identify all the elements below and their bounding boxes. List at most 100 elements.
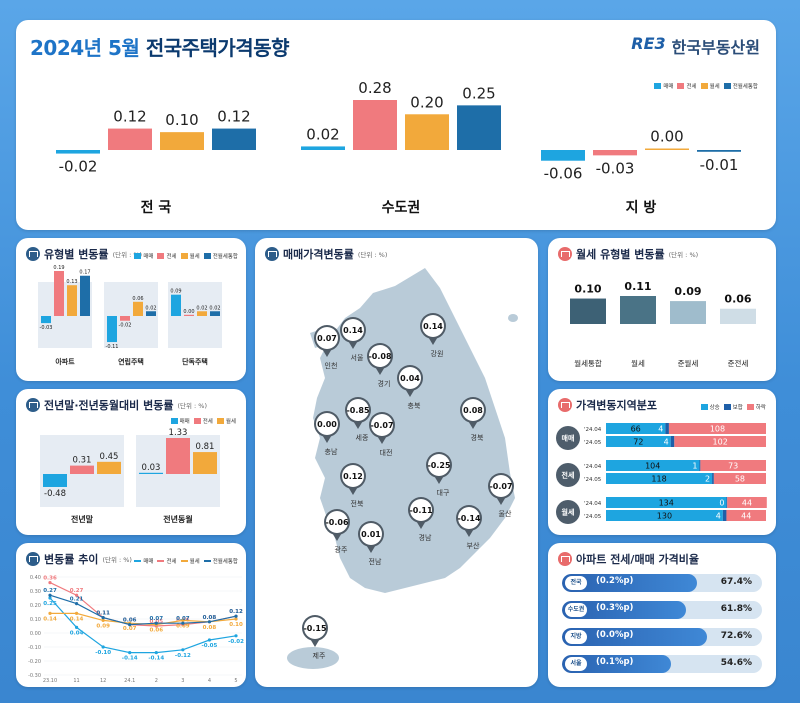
distribution-up-bar — [606, 423, 666, 434]
trend-xtick-label: 3 — [181, 678, 184, 684]
type-bar — [133, 301, 143, 316]
yoy-bar-label: 0.45 — [100, 452, 119, 462]
distribution-period-label: '24.04 — [584, 501, 602, 507]
type-bar-label: -0.11 — [106, 344, 119, 350]
ulleung-shape — [508, 314, 518, 322]
mainland-shape — [313, 268, 515, 593]
map-pin-value: 0.01 — [361, 530, 381, 539]
trend-point-label: 0.08 — [203, 625, 217, 631]
type-change-chart: -0.030.190.130.17아파트-0.11-0.020.060.02연립… — [38, 265, 222, 366]
summary-bar-label: -0.01 — [700, 156, 739, 174]
ratio-change-label: (0.3%p) — [596, 603, 634, 613]
trend-point — [74, 602, 79, 606]
map-pin-inner — [371, 414, 393, 436]
distribution-up-label: 66 — [631, 425, 641, 434]
type-bar-label: 0.19 — [53, 265, 64, 271]
map-pin-value: 0.04 — [400, 374, 420, 383]
yoy-bar — [97, 461, 121, 474]
summary-bar-label: 0.28 — [358, 79, 391, 97]
distribution-up-label: 134 — [659, 499, 674, 508]
summary-bar — [108, 128, 152, 150]
summary-bar — [160, 132, 204, 150]
trend-point-label: 0.06 — [123, 618, 137, 624]
summary-bar-label: -0.06 — [544, 165, 583, 183]
distribution-down-label: 44 — [742, 499, 752, 508]
map-pin-inner — [490, 475, 512, 497]
yoy-card: 전년말·전년동월대비 변동률 (단위 : %) 매매 전세 월세 -0.48 0.3… — [16, 389, 246, 535]
map-region-label: 대구 — [437, 489, 450, 497]
distribution-period-label: '24.05 — [584, 440, 602, 446]
trend-series-line — [49, 594, 237, 626]
ratio-region-label: 수도권 — [565, 603, 587, 617]
summary-bar — [697, 150, 741, 152]
trend-point-label: 0.07 — [176, 616, 190, 622]
distribution-flat-label: 4 — [664, 438, 669, 447]
rent-bar — [570, 298, 606, 324]
summary-category-label: 지 방 — [626, 199, 657, 216]
trend-point-label: 0.11 — [96, 611, 110, 617]
ratio-value-label: 72.6% — [720, 631, 752, 641]
map-icon — [265, 247, 279, 261]
summary-bar — [56, 150, 100, 154]
map-pin-value: -0.25 — [427, 461, 450, 470]
map-region-label: 울산 — [499, 509, 512, 518]
distribution-down-bar — [727, 497, 767, 508]
distribution-flat-label: 0 — [719, 499, 724, 508]
map-pin-inner — [360, 523, 382, 545]
yoy-bar-label: 0.81 — [196, 442, 215, 452]
summary-bar — [593, 150, 637, 156]
rent-bar — [620, 296, 656, 324]
trend-point — [74, 593, 79, 597]
ratio-bar — [562, 628, 708, 646]
map-pin-inner — [462, 399, 484, 421]
type-bar — [171, 294, 181, 316]
summary-bar-label: 0.00 — [650, 128, 683, 146]
map-pin-value: 0.07 — [317, 334, 337, 343]
type-bar-label: 0.00 — [183, 309, 194, 315]
yoy-bar-label: 0.31 — [73, 456, 92, 466]
trend-point-label: 0.14 — [43, 616, 57, 622]
distribution-flat-label: 2 — [705, 475, 710, 484]
distribution-down-bar — [668, 423, 766, 434]
yoy-bar-label: 1.33 — [169, 428, 188, 438]
rent-category-label: 준전세 — [728, 358, 749, 368]
summary-bar — [301, 146, 345, 150]
map-region-label: 경기 — [378, 379, 391, 388]
summary-chart: -0.02 0.12 0.10 0.12 전 국 0.02 0.28 0.20 0.25 수도권 -… — [56, 79, 741, 216]
trend-point-label: -0.02 — [228, 639, 244, 645]
distribution-up-label: 72 — [633, 438, 643, 447]
ratio-change-label: (0.0%p) — [596, 630, 634, 640]
map-pin-inner — [399, 367, 421, 389]
summary-bar — [212, 128, 256, 150]
distribution-down-label: 108 — [710, 425, 725, 434]
trend-point-label: -0.05 — [201, 643, 217, 649]
distribution-period-label: '24.04 — [584, 464, 602, 470]
type-category-label: 아파트 — [55, 357, 75, 366]
distribution-down-label: 58 — [735, 475, 745, 484]
distribution-up-bar — [606, 436, 671, 447]
map-pin-inner — [304, 617, 326, 639]
trend-point-label: 0.21 — [70, 597, 84, 603]
trend-ytick-label: -0.10 — [28, 645, 41, 651]
distribution-down-bar — [700, 460, 766, 471]
trend-point-label: 0.14 — [70, 616, 84, 622]
summary-bar-label: 0.25 — [462, 84, 495, 102]
type-bar — [107, 316, 117, 343]
type-change-legend: 매매 전세 월세 전월세통합 — [134, 252, 238, 260]
distribution-up-bar — [606, 473, 713, 484]
type-category-label: 단독주택 — [182, 357, 208, 366]
yoy-legend: 매매 전세 월세 — [170, 417, 236, 425]
rent-bar-label: 0.10 — [574, 283, 601, 296]
chart-icon — [26, 552, 40, 566]
trend-point-label: 0.12 — [229, 609, 243, 615]
trend-point — [48, 596, 52, 600]
ratio-change-label: (0.2%p) — [596, 576, 634, 586]
map-region-label: 제주 — [313, 652, 326, 660]
distribution-group-badge — [556, 426, 580, 450]
map-pin-value: 0.12 — [343, 472, 363, 481]
trend-ytick-label: 0.00 — [30, 631, 41, 637]
trend-point — [101, 618, 105, 622]
summary-bar — [457, 105, 501, 150]
type-bar — [41, 316, 51, 324]
